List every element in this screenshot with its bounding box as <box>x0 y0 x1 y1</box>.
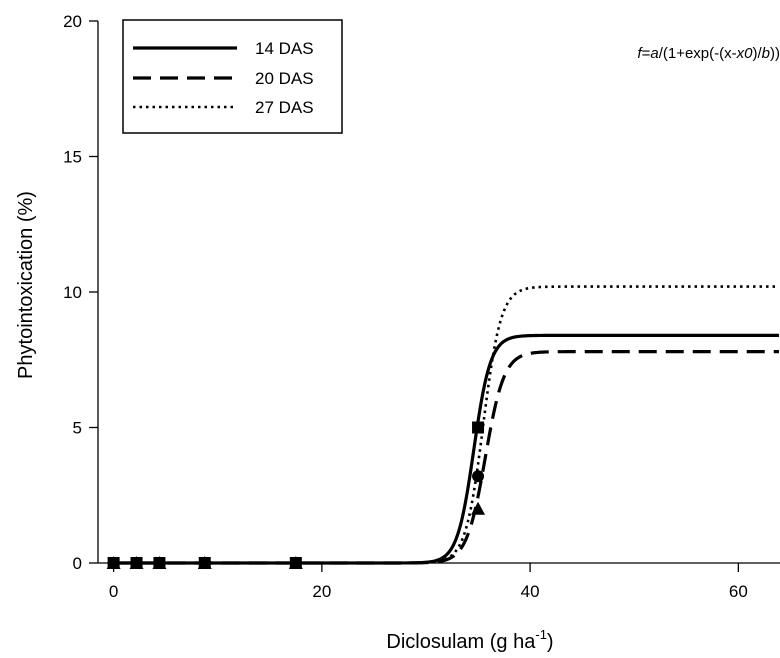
y-tick-label: 5 <box>73 419 82 438</box>
legend-label-20-das: 20 DAS <box>255 69 314 88</box>
formula-annotation: f=a/(1+exp(-(x-x0)/b)) <box>637 45 780 62</box>
x-axis-title-main: Diclosulam (g ha <box>386 631 536 653</box>
data-point-27-das <box>153 557 166 569</box>
y-axis-title: Phytointoxication (%) <box>15 191 37 379</box>
formula-end: )) <box>770 45 780 62</box>
formula-mid1: /(1+exp(-(x- <box>659 45 737 62</box>
y-tick-label: 20 <box>63 12 82 31</box>
data-point-27-das <box>130 557 143 569</box>
series-line-27-das <box>113 285 779 565</box>
x-tick-label: 0 <box>109 582 118 601</box>
data-point-27-das <box>472 470 485 483</box>
series-line-20-das <box>113 350 779 565</box>
formula-b: b <box>762 45 770 62</box>
series-line-14-das <box>113 333 779 565</box>
formula-x0: x0 <box>736 45 754 62</box>
plot-area: 0 5 10 15 20 0 20 40 60 <box>63 12 780 601</box>
legend-label-14-das: 14 DAS <box>255 39 314 58</box>
data-point-27-das <box>107 557 120 569</box>
data-point-27-das <box>289 557 302 569</box>
data-point-27-das <box>198 557 211 569</box>
data-point-20-das <box>471 501 486 515</box>
y-tick-label: 0 <box>73 554 82 573</box>
legend: 14 DAS 20 DAS 27 DAS <box>122 19 343 134</box>
legend-label-27-das: 27 DAS <box>255 98 314 117</box>
formula-a: a <box>650 45 658 62</box>
x-tick-label: 20 <box>312 582 331 601</box>
x-axis-title: Diclosulam (g ha-1) <box>386 627 553 653</box>
x-axis-title-end: ) <box>547 631 554 653</box>
formula-eq: = <box>642 45 651 62</box>
y-tick-label: 10 <box>63 283 82 302</box>
x-tick-label: 40 <box>521 582 540 601</box>
formula-mid2: )/ <box>752 45 762 62</box>
y-tick-label: 15 <box>63 148 82 167</box>
x-axis-title-sup: -1 <box>535 627 547 642</box>
data-point-14-das <box>472 421 485 434</box>
formula-f: f <box>637 45 643 62</box>
legend-box <box>122 19 343 134</box>
x-tick-label: 60 <box>729 582 748 601</box>
